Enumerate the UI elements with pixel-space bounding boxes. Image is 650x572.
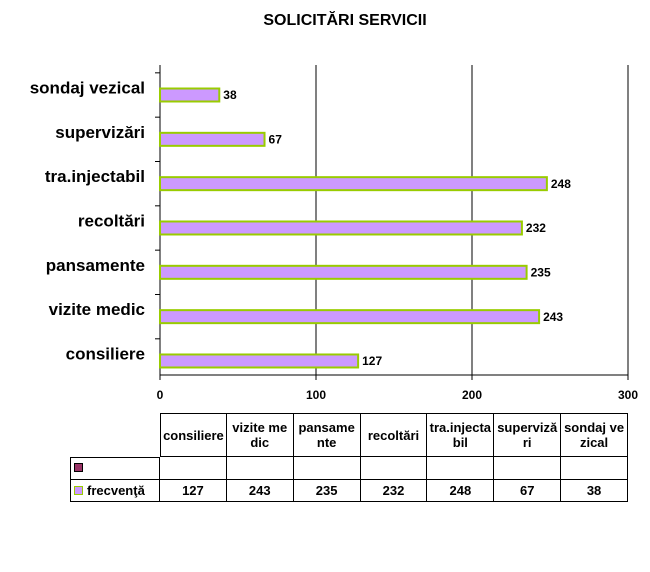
y-tick-label: supervizări xyxy=(55,123,145,142)
value-label: 235 xyxy=(531,265,551,279)
table-header: vizite medic xyxy=(226,413,294,457)
table-cell: 235 xyxy=(293,479,361,502)
table-cell xyxy=(427,457,495,480)
y-tick-label: vizite medic xyxy=(49,300,145,319)
legend-label: frecvenţă xyxy=(87,482,145,498)
legend-key xyxy=(74,463,83,473)
value-label: 67 xyxy=(269,133,283,147)
value-label: 127 xyxy=(362,354,382,368)
table-header: consiliere xyxy=(160,413,227,457)
y-tick-label: recoltări xyxy=(78,211,145,230)
table-cell xyxy=(360,457,428,480)
table-cell: 38 xyxy=(561,479,628,502)
value-label: 248 xyxy=(551,177,571,191)
table-cell xyxy=(561,457,628,480)
bar xyxy=(159,220,523,236)
value-label: 243 xyxy=(543,310,563,324)
table-cell xyxy=(160,457,227,480)
table-header: recoltări xyxy=(360,413,428,457)
table-cell: 67 xyxy=(494,479,562,502)
table-cell: 232 xyxy=(360,479,428,502)
bar xyxy=(159,264,528,280)
table-header: supervizări xyxy=(494,413,562,457)
table-header: tra.injectabil xyxy=(427,413,495,457)
table-cell xyxy=(226,457,294,480)
legend-key xyxy=(74,485,83,495)
table-cell: 127 xyxy=(160,479,227,502)
value-label: 38 xyxy=(223,88,237,102)
bar xyxy=(159,309,541,325)
y-tick-label: tra.injectabil xyxy=(45,167,145,186)
x-tick-label: 100 xyxy=(306,388,326,402)
table-header: pansamente xyxy=(293,413,361,457)
y-tick-label: consiliere xyxy=(66,344,145,363)
table-header: sondaj vezical xyxy=(561,413,628,457)
bar xyxy=(159,353,360,369)
table-row-header xyxy=(70,457,160,480)
bar xyxy=(159,176,548,192)
bar xyxy=(159,131,266,147)
bar xyxy=(159,87,221,103)
x-tick-label: 200 xyxy=(462,388,482,402)
table-cell xyxy=(293,457,361,480)
y-tick-label: sondaj vezical xyxy=(30,78,145,97)
value-label: 232 xyxy=(526,221,546,235)
table-cell: 248 xyxy=(427,479,495,502)
x-tick-label: 300 xyxy=(618,388,638,402)
chart-title: SOLICITĂRI SERVICII xyxy=(263,10,426,29)
table-row-header: frecvenţă xyxy=(70,479,160,502)
table-cell xyxy=(494,457,562,480)
table-cell: 243 xyxy=(226,479,294,502)
x-tick-label: 0 xyxy=(157,388,164,402)
table-border xyxy=(70,457,160,458)
y-tick-label: pansamente xyxy=(46,256,145,275)
